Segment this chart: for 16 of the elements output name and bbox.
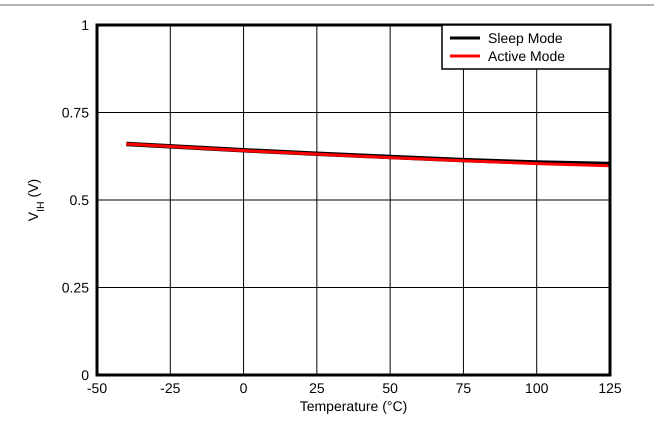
x-tick-label: 0 xyxy=(240,380,248,396)
x-tick-label: 125 xyxy=(598,380,622,396)
y-tick-label: 0.25 xyxy=(62,280,90,296)
x-tick-label: -25 xyxy=(160,380,181,396)
x-tick-label: -50 xyxy=(86,380,108,396)
x-axis-title: Temperature (°C) xyxy=(300,398,408,414)
x-tick-label: 100 xyxy=(525,380,549,396)
legend-label: Active Mode xyxy=(488,48,566,64)
x-tick-label: 75 xyxy=(456,380,472,396)
y-tick-label: 0 xyxy=(81,367,90,383)
x-tick-label: 50 xyxy=(382,380,398,396)
y-tick-label: 0.75 xyxy=(62,104,90,120)
y-tick-label: 1 xyxy=(81,17,90,33)
x-tick-label: 25 xyxy=(309,380,325,396)
y-tick-label: 0.5 xyxy=(70,192,90,208)
legend-label: Sleep Mode xyxy=(488,30,563,46)
